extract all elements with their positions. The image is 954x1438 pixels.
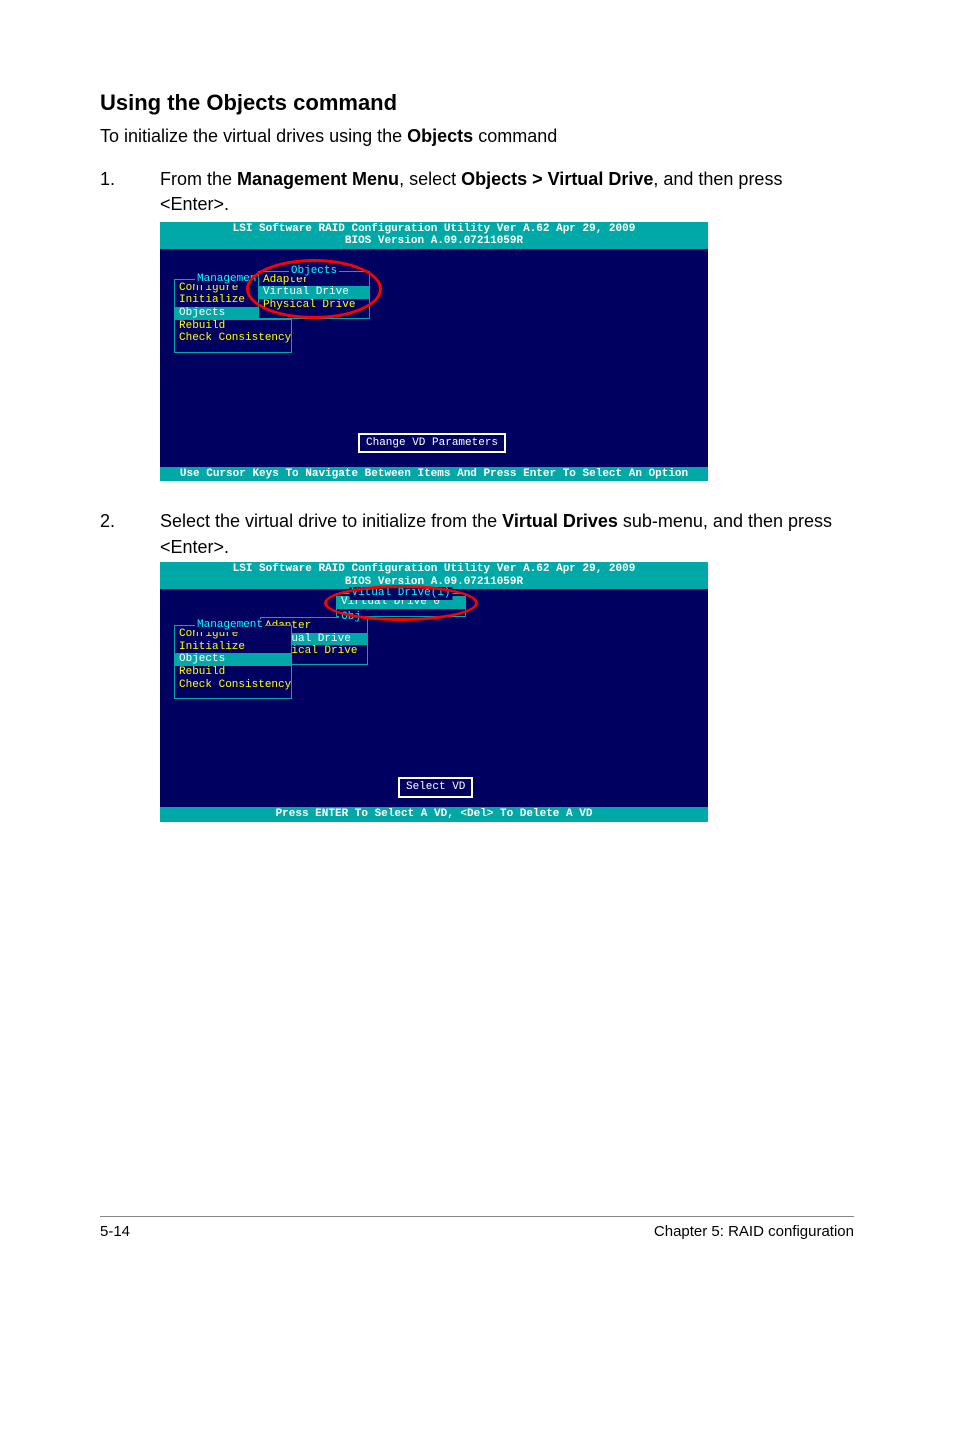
bios1-objects-box: Objects Adapter Virtual Drive Physical D… xyxy=(258,271,370,319)
bios2-vd-label: Vitual Drive(1) xyxy=(349,587,452,600)
bios-screenshot-1: LSI Software RAID Configuration Utility … xyxy=(160,222,708,482)
bios1-obj-item-1: Virtual Drive xyxy=(259,286,369,299)
chapter-label: Chapter 5: RAID configuration xyxy=(654,1223,854,1240)
bios1-header-line2: BIOS Version A.09.07211059R xyxy=(160,235,708,248)
page-footer: 5-14 Chapter 5: RAID configuration xyxy=(100,1216,854,1240)
bios1-mgmt-item-4: Check Consistency xyxy=(175,332,291,345)
bios1-tooltip: Change VD Parameters xyxy=(358,433,506,454)
section-title: Using the Objects command xyxy=(100,90,854,116)
step1-b1: Management Menu xyxy=(237,169,399,189)
bios1-objects-label: Objects xyxy=(289,265,339,278)
step2-b1: Virtual Drives xyxy=(502,511,618,531)
bios2-obj-label: Obj xyxy=(339,611,363,624)
bios1-header: LSI Software RAID Configuration Utility … xyxy=(160,222,708,249)
bios2-footer: Press ENTER To Select A VD, <Del> To Del… xyxy=(160,807,708,822)
section-intro: To initialize the virtual drives using t… xyxy=(100,124,854,149)
bios2-management-box: Management Configure Initialize Objects … xyxy=(174,625,292,699)
step-2: Select the virtual drive to initialize f… xyxy=(100,509,854,821)
step2-pre: Select the virtual drive to initialize f… xyxy=(160,511,502,531)
bios2-mgmt-item-1: Initialize xyxy=(175,641,291,654)
intro-post: command xyxy=(473,126,557,146)
bios2-mgmt-item-2: Objects xyxy=(175,653,291,666)
bios1-mgmt-item-3: Rebuild xyxy=(175,320,291,333)
bios2-mgmt-item-3: Rebuild xyxy=(175,666,291,679)
step-1: From the Management Menu, select Objects… xyxy=(100,167,854,481)
bios2-header: LSI Software RAID Configuration Utility … xyxy=(160,562,708,589)
bios2-mgmt-item-4: Check Consistency xyxy=(175,679,291,692)
step1-mid: , select xyxy=(399,169,461,189)
intro-pre: To initialize the virtual drives using t… xyxy=(100,126,407,146)
page-number: 5-14 xyxy=(100,1223,130,1240)
bios2-tooltip: Select VD xyxy=(398,777,473,798)
bios2-header-line1: LSI Software RAID Configuration Utility … xyxy=(160,563,708,576)
bios1-footer: Use Cursor Keys To Navigate Between Item… xyxy=(160,467,708,482)
bios2-mgmt-label: Management xyxy=(195,619,265,632)
bios1-mgmt-label: Management xyxy=(195,273,265,286)
bios-screenshot-2: LSI Software RAID Configuration Utility … xyxy=(160,562,708,822)
step1-pre: From the xyxy=(160,169,237,189)
step1-b2: Objects > Virtual Drive xyxy=(461,169,653,189)
bios1-obj-item-2: Physical Drive xyxy=(259,299,369,312)
bios1-header-line1: LSI Software RAID Configuration Utility … xyxy=(160,223,708,236)
intro-bold: Objects xyxy=(407,126,473,146)
